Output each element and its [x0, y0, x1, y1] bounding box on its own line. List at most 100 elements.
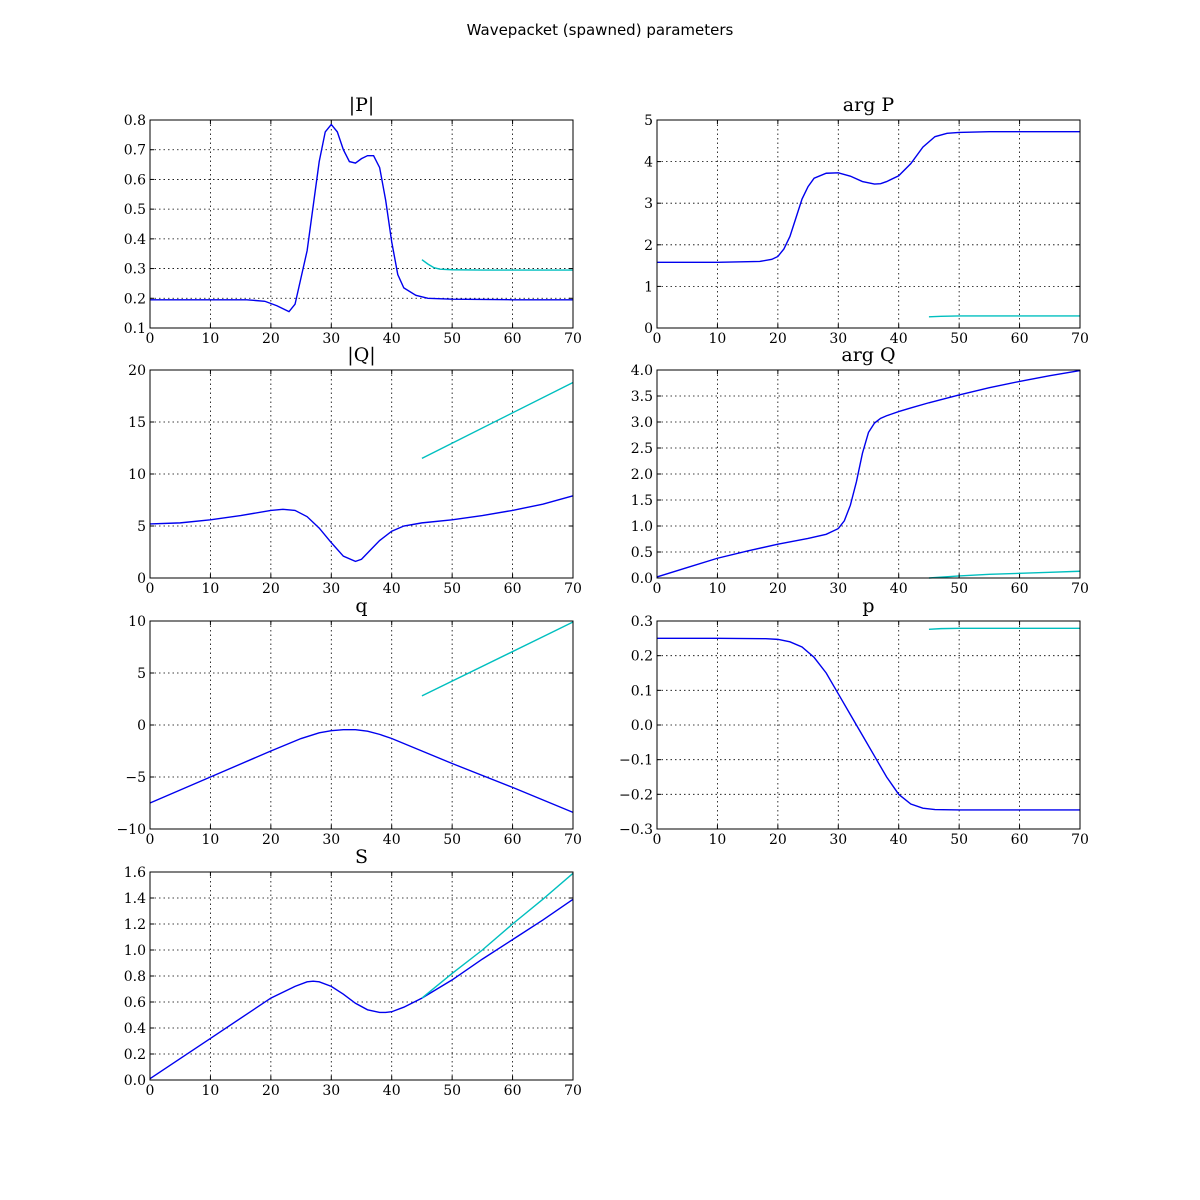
subplot-1-ytick-label-6: 0.7 [124, 143, 146, 159]
subplot-1-ytick-label-7: 0.8 [124, 113, 146, 129]
subplot-5-ytick-label-3: 5 [137, 666, 146, 682]
subplot-7-ytick-label-1: 0.2 [124, 1047, 146, 1063]
subplot-1-xtick-label-30: 30 [322, 331, 340, 347]
subplot-6-xtick-label-30: 30 [829, 832, 847, 848]
subplot-3-ytick-label-1: 5 [137, 519, 146, 535]
subplot-4-xtick-label-0: 0 [653, 581, 662, 597]
subplot-2-frame [656, 119, 1081, 329]
subplot-6-ytick-label-6: 0.3 [631, 614, 653, 630]
subplot-2-xtick-label-30: 30 [829, 331, 847, 347]
subplot-4-ytick-label-1: 0.5 [631, 545, 653, 561]
subplot-4-ytick-label-2: 1.0 [631, 519, 653, 535]
subplot-1-xtick-label-20: 20 [262, 331, 280, 347]
subplot-3-xtick-label-20: 20 [262, 581, 280, 597]
subplot-5-xtick-label-60: 60 [504, 832, 522, 848]
subplot-7-ytick-label-0: 0.0 [124, 1073, 146, 1089]
subplot-1-series-line-2 [421, 259, 573, 271]
subplot-4-title: arg Q [841, 344, 895, 366]
subplot-1-xtick-label-0: 0 [146, 331, 155, 347]
subplot-4-ytick-label-8: 4.0 [631, 363, 653, 379]
subplot-1-ytick-label-1: 0.2 [124, 291, 146, 307]
subplot-6-xtick-label-50: 50 [950, 832, 968, 848]
subplot-7: 0 10 20 30 40 50 60 70 0.0 0.2 0.4 0.6 0.8 1.0 1.2 1.4 1… [124, 846, 582, 1099]
subplot-1-xtick-label-60: 60 [504, 331, 522, 347]
subplot-2-xtick-label-70: 70 [1071, 331, 1089, 347]
subplot-3-ytick-label-2: 10 [128, 467, 146, 483]
subplot-6-ytick-label-3: 0.0 [631, 718, 653, 734]
subplot-6-xtick-label-70: 70 [1071, 832, 1089, 848]
subplot-7-ytick-label-3: 0.6 [124, 995, 146, 1011]
subplot-5-xtick-label-70: 70 [564, 832, 582, 848]
subplot-2-xtick-label-20: 20 [769, 331, 787, 347]
subplot-6-xtick-label-20: 20 [769, 832, 787, 848]
subplot-5-xtick-label-50: 50 [443, 832, 461, 848]
subplot-3-title: |Q| [347, 344, 375, 366]
subplot-5-ytick-label-4: 10 [128, 614, 146, 630]
subplot-2-xtick-label-0: 0 [653, 331, 662, 347]
subplot-3-xtick-label-50: 50 [443, 581, 461, 597]
subplot-3-ytick-label-0: 0 [137, 571, 146, 587]
subplot-5-xtick-label-30: 30 [322, 832, 340, 848]
subplot-7-ytick-label-5: 1.0 [124, 943, 146, 959]
subplot-1-xtick-label-40: 40 [383, 331, 401, 347]
subplot-7-ytick-label-4: 0.8 [124, 969, 146, 985]
subplot-6-xtick-label-40: 40 [890, 832, 908, 848]
subplot-5-ytick-label-2: 0 [137, 718, 146, 734]
subplot-5-title: q [355, 595, 367, 617]
subplot-1: 0 10 20 30 40 50 60 70 0.1 0.2 0.3 0.4 0.5 0.6 0.7 0.8 |… [124, 94, 582, 347]
subplot-6-ytick-label-5: 0.2 [631, 649, 653, 665]
subplot-2-xtick-label-40: 40 [890, 331, 908, 347]
subplot-4-ytick-label-7: 3.5 [631, 389, 653, 405]
subplot-6-xtick-label-60: 60 [1011, 832, 1029, 848]
subplot-4-xtick-label-70: 70 [1071, 581, 1089, 597]
subplot-7-xtick-label-0: 0 [146, 1083, 155, 1099]
subplot-1-ytick-label-3: 0.4 [124, 232, 146, 248]
subplot-1-ytick-label-0: 0.1 [124, 321, 146, 337]
subplot-2-title: arg P [843, 94, 895, 116]
subplot-7-series-line-2 [421, 872, 574, 999]
subplot-4-xtick-label-50: 50 [950, 581, 968, 597]
subplot-6-ytick-label-1: −0.2 [619, 787, 653, 803]
subplot-7-xtick-label-30: 30 [322, 1083, 340, 1099]
subplot-2-series-line-1 [657, 130, 1080, 263]
subplot-7-xtick-label-60: 60 [504, 1083, 522, 1099]
subplot-7-xtick-label-40: 40 [383, 1083, 401, 1099]
subplot-6-series-line-2 [928, 627, 1080, 631]
subplot-3-xtick-label-70: 70 [564, 581, 582, 597]
subplot-2-ytick-label-1: 1 [644, 279, 653, 295]
subplot-6-ytick-label-0: −0.3 [619, 822, 653, 838]
subplot-3-xtick-label-60: 60 [504, 581, 522, 597]
subplot-2-xtick-label-60: 60 [1011, 331, 1029, 347]
subplot-6-title: p [862, 595, 874, 617]
subplot-4-ytick-label-5: 2.5 [631, 441, 653, 457]
subplot-6: 0 10 20 30 40 50 60 70 −0.3 −0.2 −0.1 0.0 0.1 0.2 0.3 p [619, 595, 1089, 848]
subplot-5-xtick-label-40: 40 [383, 832, 401, 848]
subplot-2-ytick-label-4: 4 [644, 155, 653, 171]
subplot-4-ytick-label-0: 0.0 [631, 571, 653, 587]
subplot-2-ytick-label-0: 0 [644, 321, 653, 337]
subplot-2-ytick-label-5: 5 [644, 113, 653, 129]
subplot-2-xtick-label-10: 10 [709, 331, 727, 347]
subplot-1-series-line-1 [150, 123, 573, 313]
subplot-1-ytick-label-2: 0.3 [124, 262, 146, 278]
subplot-6-xtick-label-0: 0 [653, 832, 662, 848]
subplot-4-xtick-label-10: 10 [709, 581, 727, 597]
figure-title: Wavepacket (spawned) parameters [467, 21, 734, 39]
subplot-5-series-line-2 [421, 621, 574, 697]
subplot-7-ytick-label-6: 1.2 [124, 917, 146, 933]
subplot-5-xtick-label-20: 20 [262, 832, 280, 848]
subplot-7-xtick-label-50: 50 [443, 1083, 461, 1099]
subplot-5: 0 10 20 30 40 50 60 70 −10 −5 0 5 10 q [116, 595, 581, 848]
subplot-7-ytick-label-2: 0.4 [124, 1021, 146, 1037]
subplot-3-xtick-label-10: 10 [202, 581, 220, 597]
subplot-1-ytick-label-5: 0.6 [124, 172, 146, 188]
subplot-1-xtick-label-70: 70 [564, 331, 582, 347]
subplot-3-xtick-label-40: 40 [383, 581, 401, 597]
subplot-4-series-line-2 [928, 570, 1081, 579]
subplot-7-title: S [355, 846, 368, 868]
subplot-4-ytick-label-4: 2.0 [631, 467, 653, 483]
subplot-7-xtick-label-10: 10 [202, 1083, 220, 1099]
subplot-4: 0 10 20 30 40 50 60 70 0.0 0.5 1.0 1.5 2.0 2.5 3.0 3.5 4… [631, 344, 1089, 597]
